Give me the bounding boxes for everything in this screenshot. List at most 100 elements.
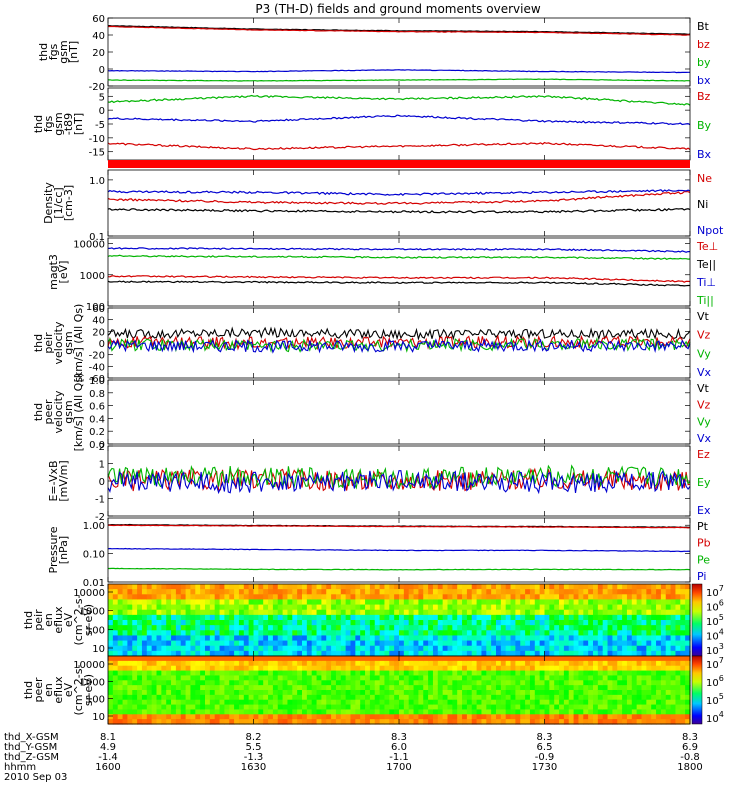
spectrogram-cell xyxy=(331,719,337,725)
spectrogram-cell xyxy=(122,714,128,720)
spectrogram-cell xyxy=(670,665,677,672)
spectrogram-cell xyxy=(234,699,240,706)
spectrogram-cell xyxy=(496,625,502,631)
spectrogram-cell xyxy=(588,609,594,616)
spectrogram-cell xyxy=(316,685,322,691)
spectrogram-cell xyxy=(549,584,555,590)
spectrogram-cell xyxy=(462,694,468,701)
series-line-Bz xyxy=(107,141,691,151)
spectrogram-cell xyxy=(447,625,453,631)
spectrogram-cell xyxy=(646,640,652,647)
spectrogram-cell xyxy=(272,660,279,667)
spectrogram-cell xyxy=(617,714,623,720)
spectrogram-cell xyxy=(297,656,303,662)
spectrogram-cell xyxy=(292,694,298,701)
spectrogram-cell xyxy=(437,609,444,616)
y-tick-label: 10000 xyxy=(73,660,105,671)
spectrogram-cell xyxy=(607,656,613,662)
spectrogram-cell xyxy=(146,604,153,611)
spectrogram-cell xyxy=(573,685,580,691)
spectrogram-cell xyxy=(515,685,521,691)
spectrogram-cell xyxy=(529,709,536,715)
spectrogram-cell xyxy=(379,680,386,686)
series-line-Te|| xyxy=(107,280,690,287)
spectrogram-cell xyxy=(529,599,536,606)
spectrogram-cell xyxy=(180,589,187,595)
spectrogram-cell xyxy=(297,709,303,715)
spectrogram-cell xyxy=(282,630,289,637)
spectrogram-cell xyxy=(374,635,381,642)
spectrogram-cell xyxy=(229,645,235,652)
spectrogram-cell xyxy=(394,719,400,725)
spectrogram-cell xyxy=(510,675,516,681)
spectrogram-cell xyxy=(680,685,686,691)
spectrogram-cell xyxy=(171,709,177,715)
spectrogram-cell xyxy=(234,594,240,601)
spectrogram-cell xyxy=(403,594,410,601)
spectrogram-cell xyxy=(602,665,609,672)
spectrogram-cell xyxy=(268,604,274,611)
spectrogram-cell xyxy=(365,690,371,696)
spectrogram-cell xyxy=(462,685,468,691)
spectrogram-cell xyxy=(476,670,483,677)
spectrogram-cell xyxy=(476,625,483,631)
spectrogram-cell xyxy=(554,614,560,621)
spectrogram-cell xyxy=(457,640,463,647)
spectrogram-cell xyxy=(500,675,507,681)
spectrogram-cell xyxy=(190,665,196,672)
spectrogram-cell xyxy=(515,656,521,662)
spectrogram-cell xyxy=(432,714,439,720)
y-tick-label: 1.0 xyxy=(89,376,105,387)
spectrogram-cell xyxy=(384,714,390,720)
spectrogram-cell xyxy=(491,670,497,677)
spectrogram-cell xyxy=(626,680,633,686)
legend-Te⊥: Te⊥ xyxy=(696,240,718,253)
spectrogram-cell xyxy=(200,630,206,637)
spectrogram-cell xyxy=(641,609,647,616)
spectrogram-cell xyxy=(258,656,264,662)
spectrogram-cell xyxy=(496,656,502,662)
spectrogram-cell xyxy=(389,620,395,626)
spectrogram-cell xyxy=(399,694,405,701)
spectrogram-cell xyxy=(471,704,478,711)
spectrogram-cell xyxy=(568,719,575,725)
spectrogram-cell xyxy=(166,709,172,715)
spectrogram-cell xyxy=(563,690,570,696)
spectrogram-cell xyxy=(602,694,609,701)
spectrogram-cell xyxy=(423,656,429,662)
spectrogram-cell xyxy=(559,694,565,701)
spectrogram-cell xyxy=(268,625,274,631)
spectrogram-cell xyxy=(331,604,337,611)
spectrogram-cell xyxy=(452,704,458,711)
spectrogram-cell xyxy=(389,640,395,647)
spectrogram-cell xyxy=(593,630,599,637)
series-line-Ey xyxy=(107,464,691,490)
spectrogram-cell xyxy=(408,650,415,657)
spectrogram-cell xyxy=(437,625,444,631)
spectrogram-cell xyxy=(631,675,638,681)
spectrogram-cell xyxy=(408,699,415,706)
legend-Pt: Pt xyxy=(697,520,709,533)
spectrogram-cell xyxy=(292,620,298,626)
spectrogram-cell xyxy=(384,625,390,631)
spectrogram-cell xyxy=(214,589,221,595)
spectrogram-cell xyxy=(646,699,652,706)
spectrogram-cell xyxy=(554,589,560,595)
spectrogram-cell xyxy=(268,704,274,711)
spectrogram-cell xyxy=(486,640,492,647)
spectrogram-cell xyxy=(520,625,526,631)
spectrogram-cell xyxy=(365,675,371,681)
spectrogram-cell xyxy=(593,584,599,590)
spectrogram-cell xyxy=(428,704,434,711)
legend-Ey: Ey xyxy=(697,476,711,489)
spectrogram-cell xyxy=(612,704,618,711)
spectrogram-cell xyxy=(452,714,458,720)
spectrogram-cell xyxy=(500,645,507,652)
spectrogram-cell xyxy=(166,584,172,590)
spectrogram-cell xyxy=(554,599,560,606)
spectrogram-cell xyxy=(452,660,458,667)
spectrogram-cell xyxy=(403,699,410,706)
spectrogram-cell xyxy=(311,645,318,652)
spectrogram-cell xyxy=(641,656,647,662)
spectrogram-cell xyxy=(229,690,235,696)
